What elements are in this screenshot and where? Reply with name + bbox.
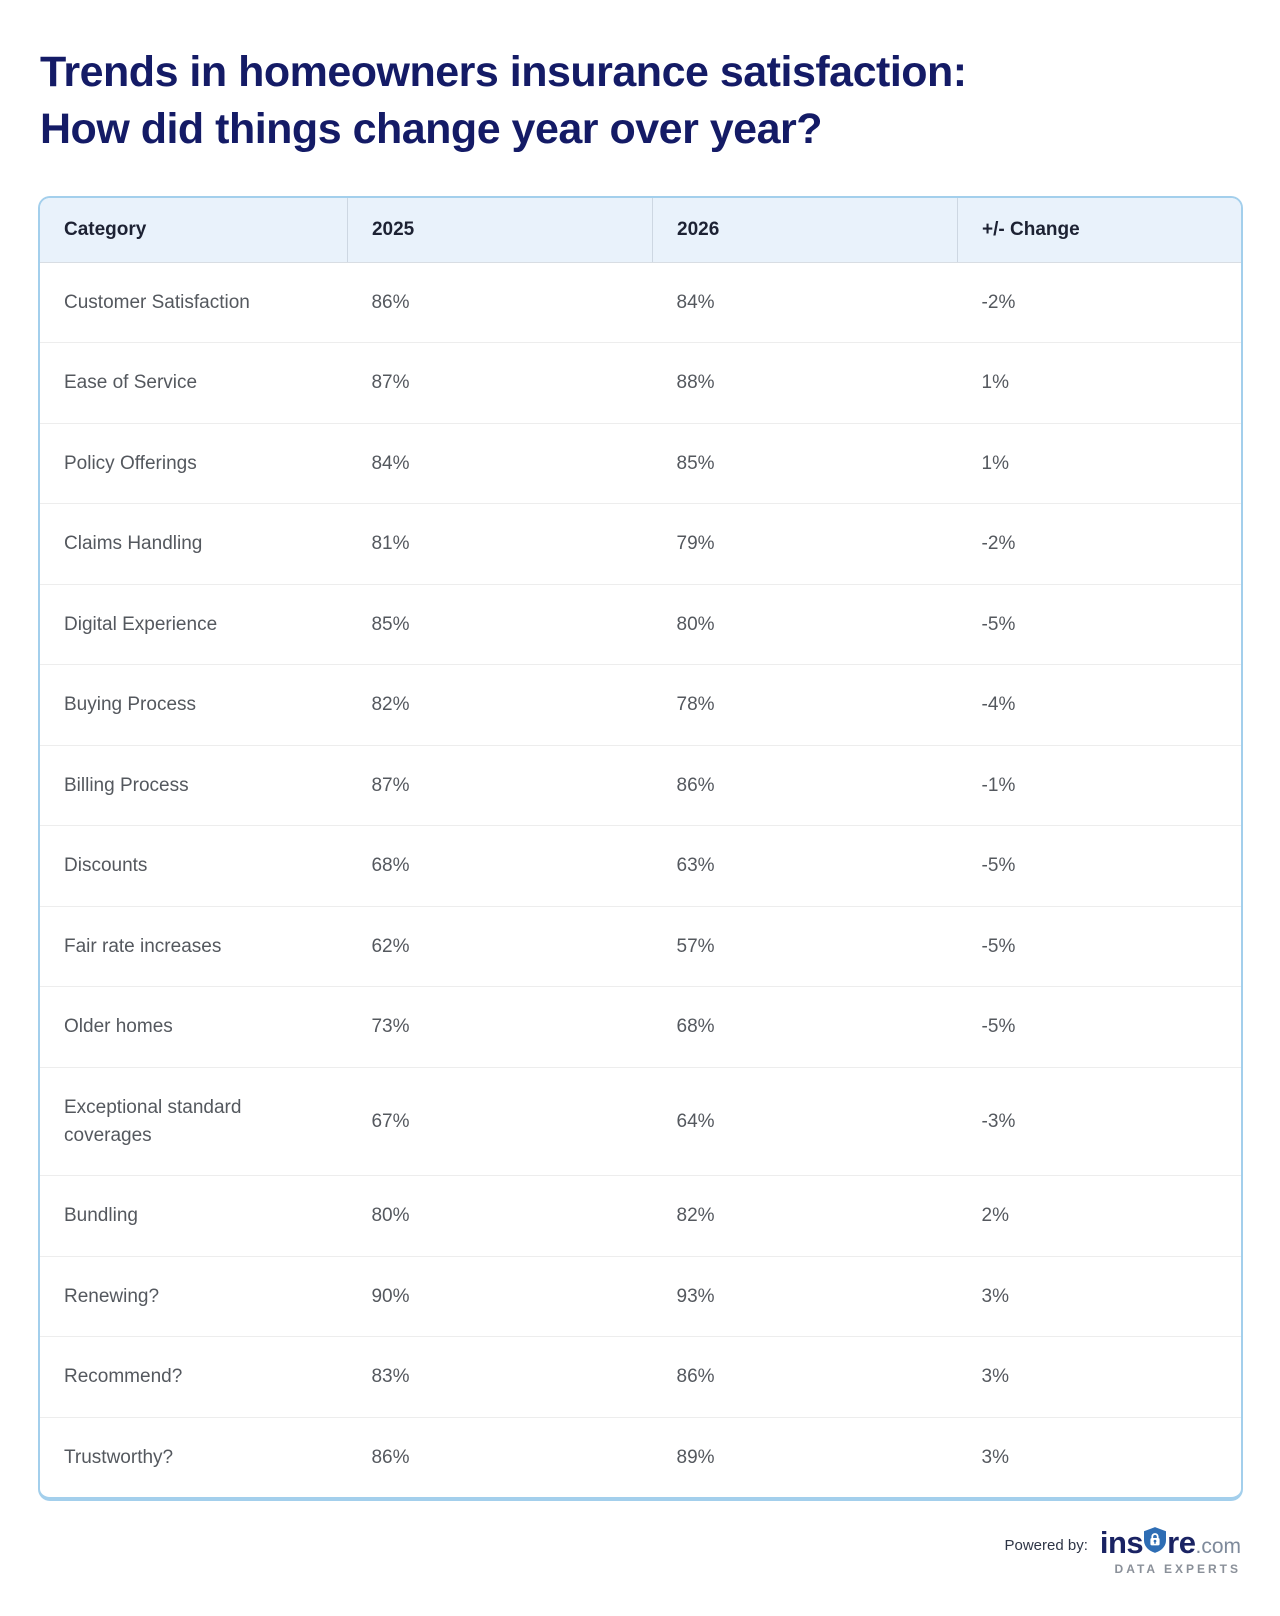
change-cell: -5% (957, 906, 1241, 988)
category-cell: Trustworthy? (64, 1446, 174, 1468)
category-cell: Recommend? (40, 1336, 348, 1418)
change-cell: -5% (957, 825, 1241, 907)
change-cell: 1% (957, 423, 1241, 505)
footer: Powered by: ins re .com DATA EXPERTS (38, 1527, 1243, 1576)
insure-com-logo[interactable]: ins re .com DATA EXPERTS (1100, 1527, 1241, 1576)
value-2026-cell: 57% (652, 906, 958, 988)
value-2026-cell: 86% (652, 745, 958, 827)
column-header-2026: 2026 (651, 197, 958, 263)
value-2026-cell: 79% (652, 503, 958, 585)
table-row: Discounts 68% 63% -5% (40, 825, 1241, 907)
table-row: Buying Process 82% 78% -4% (40, 664, 1241, 746)
value-2026-cell: 68% (652, 986, 958, 1068)
column-header-2025: 2025 (346, 197, 653, 263)
value-2025-cell: 82% (347, 664, 653, 746)
page-title: Trends in homeowners insurance satisfact… (40, 44, 1243, 158)
value-2026-cell: 63% (652, 825, 958, 907)
table-row: Policy Offerings 84% 85% 1% (40, 423, 1241, 505)
column-header-change: +/- Change (957, 197, 1241, 263)
change-cell: -3% (957, 1067, 1241, 1177)
category-cell: Exceptional standard coverages (40, 1067, 348, 1177)
category-cell: Customer Satisfaction (40, 262, 348, 344)
value-2025-cell: 86% (347, 262, 653, 344)
value-2025-cell: 85% (347, 584, 653, 666)
table-row: Claims Handling 81% 79% -2% (40, 503, 1241, 585)
change-cell: -2% (957, 503, 1241, 585)
category-cell: Policy Offerings (40, 423, 348, 505)
value-2025-cell: 87% (347, 745, 653, 827)
value-2025-cell: 67% (347, 1067, 653, 1177)
category-cell: Fair rate increases (40, 906, 348, 988)
table-row: Renewing? 90% 93% 3% (40, 1256, 1241, 1338)
value-2026-cell: 78% (652, 664, 958, 746)
value-2025-cell: 86% (371, 1446, 410, 1468)
category-cell: Claims Handling (40, 503, 348, 585)
value-2025-cell: 73% (347, 986, 653, 1068)
satisfaction-table: Category 2025 2026 +/- Change Customer S… (40, 197, 1241, 1498)
logo-text-ins: ins (1099, 1525, 1144, 1561)
table-row: Recommend? 83% 86% 3% (40, 1336, 1241, 1418)
category-cell: Billing Process (40, 745, 348, 827)
logo-tagline: DATA EXPERTS (1114, 1562, 1241, 1577)
value-2025-cell: 84% (347, 423, 653, 505)
value-2025-cell: 87% (347, 342, 653, 424)
table-row: Older homes 73% 68% -5% (40, 986, 1241, 1068)
value-2026-cell: 88% (652, 342, 958, 424)
table-row: Billing Process 87% 86% -1% (40, 745, 1241, 827)
category-cell: Bundling (40, 1175, 348, 1257)
page-title-line-1: Trends in homeowners insurance satisfact… (40, 48, 967, 96)
table-row: Customer Satisfaction 86% 84% -2% (40, 262, 1241, 344)
table-row: Ease of Service 87% 88% 1% (40, 342, 1241, 424)
satisfaction-table-card: Category 2025 2026 +/- Change Customer S… (38, 195, 1243, 1502)
change-cell: -1% (957, 745, 1241, 827)
logo-text-re: re (1167, 1525, 1196, 1561)
category-cell: Buying Process (40, 664, 348, 746)
table-row: Digital Experience 85% 80% -5% (40, 584, 1241, 666)
change-cell: 3% (981, 1446, 1010, 1468)
column-header-category: Category (40, 197, 348, 263)
value-2025-cell: 81% (347, 503, 653, 585)
category-cell: Discounts (40, 825, 348, 907)
value-2025-cell: 83% (347, 1336, 653, 1418)
table-header: Category 2025 2026 +/- Change (40, 197, 1241, 263)
insure-logo-wordmark: ins re .com (1100, 1527, 1241, 1558)
value-2026-cell: 64% (652, 1067, 958, 1177)
table-row: Exceptional standard coverages 67% 64% -… (40, 1067, 1241, 1177)
change-cell: 3% (957, 1256, 1241, 1338)
change-cell: -4% (957, 664, 1241, 746)
table-header-row: Category 2025 2026 +/- Change (40, 197, 1241, 263)
table-body: Customer Satisfaction 86% 84% -2% Ease o… (40, 262, 1241, 1497)
shield-lock-icon (1144, 1527, 1167, 1557)
category-cell: Older homes (40, 986, 348, 1068)
table-row: Fair rate increases 62% 57% -5% (40, 906, 1241, 988)
powered-by-label: Powered by: (1004, 1537, 1088, 1555)
table-row: Bundling 80% 82% 2% (40, 1175, 1241, 1257)
category-cell: Renewing? (40, 1256, 348, 1338)
change-cell: -5% (957, 986, 1241, 1068)
value-2026-cell: 93% (652, 1256, 958, 1338)
value-2026-cell: 80% (652, 584, 958, 666)
value-2026-cell: 84% (652, 262, 958, 344)
page-title-line-2: How did things change year over year? (40, 104, 823, 153)
category-cell: Ease of Service (40, 342, 348, 424)
value-2025-cell: 90% (347, 1256, 653, 1338)
value-2025-cell: 68% (347, 825, 653, 907)
value-2026-cell: 89% (676, 1446, 715, 1468)
change-cell: 3% (957, 1336, 1241, 1418)
value-2026-cell: 85% (652, 423, 958, 505)
logo-text-com: .com (1195, 1535, 1241, 1559)
value-2026-cell: 86% (652, 1336, 958, 1418)
value-2026-cell: 82% (652, 1175, 958, 1257)
table-row: Trustworthy? 86% 89% 3% (40, 1417, 1241, 1497)
change-cell: -2% (957, 262, 1241, 344)
change-cell: 2% (957, 1175, 1241, 1257)
category-cell: Digital Experience (40, 584, 348, 666)
value-2025-cell: 62% (347, 906, 653, 988)
change-cell: 1% (957, 342, 1241, 424)
value-2025-cell: 80% (347, 1175, 653, 1257)
change-cell: -5% (957, 584, 1241, 666)
